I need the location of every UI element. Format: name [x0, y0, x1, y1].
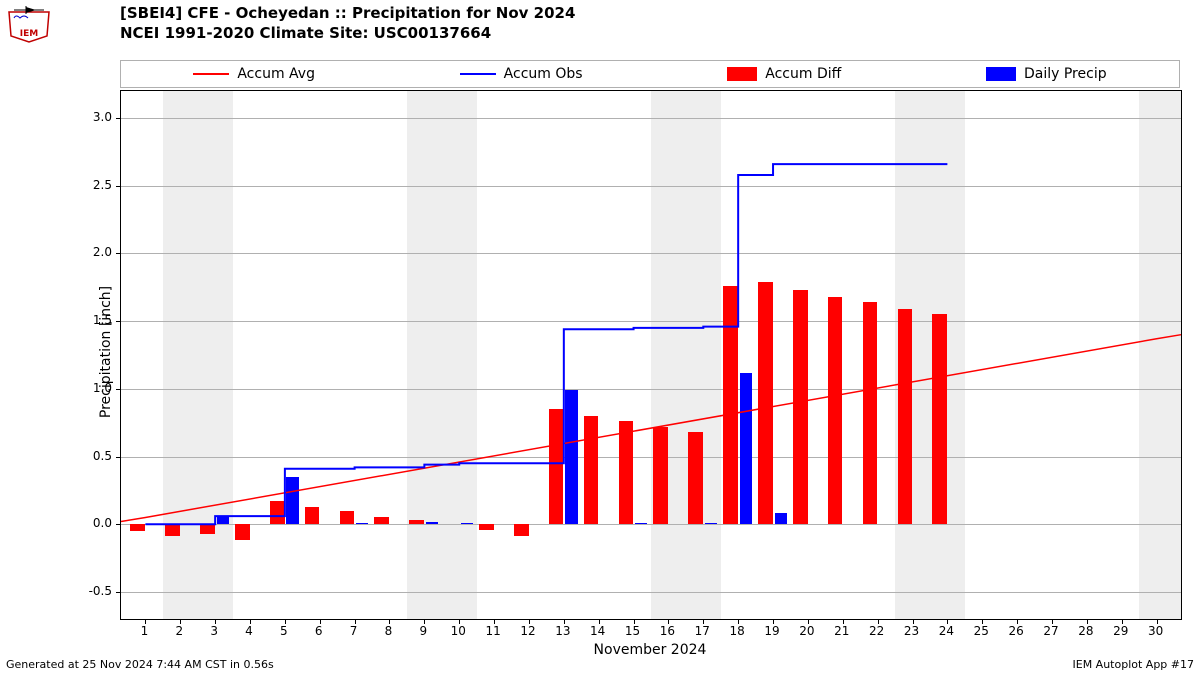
xtick-label: 2	[164, 624, 194, 638]
legend-label: Daily Precip	[1024, 66, 1107, 82]
xtick-label: 22	[862, 624, 892, 638]
ytick-label: 0.5	[72, 449, 112, 463]
xtick-label: 15	[618, 624, 648, 638]
xtick-label: 1	[129, 624, 159, 638]
x-axis-label: November 2024	[120, 642, 1180, 658]
xtick-label: 3	[199, 624, 229, 638]
legend-swatch	[460, 73, 496, 75]
legend-swatch	[986, 67, 1016, 81]
xtick-label: 26	[1001, 624, 1031, 638]
footer-app: IEM Autoplot App #17	[1073, 658, 1195, 671]
title-line-2: NCEI 1991-2020 Climate Site: USC00137664	[120, 24, 575, 44]
xtick-label: 16	[652, 624, 682, 638]
ytick-label: 2.5	[72, 178, 112, 192]
xtick-label: 9	[408, 624, 438, 638]
legend-label: Accum Diff	[765, 66, 841, 82]
ytick-label: 1.5	[72, 313, 112, 327]
xtick-label: 14	[583, 624, 613, 638]
legend-label: Accum Obs	[504, 66, 583, 82]
xtick-label: 12	[513, 624, 543, 638]
footer-generated: Generated at 25 Nov 2024 7:44 AM CST in …	[6, 658, 274, 671]
line-layer	[121, 91, 1181, 619]
plot-area	[120, 90, 1182, 620]
ytick-label: 2.0	[72, 245, 112, 259]
legend-item: Accum Avg	[193, 66, 315, 82]
ytick-label: 1.0	[72, 381, 112, 395]
xtick-label: 24	[931, 624, 961, 638]
xtick-label: 23	[897, 624, 927, 638]
svg-text:IEM: IEM	[20, 29, 38, 39]
xtick-label: 17	[687, 624, 717, 638]
legend-swatch	[727, 67, 757, 81]
xtick-label: 21	[827, 624, 857, 638]
xtick-label: 29	[1106, 624, 1136, 638]
xtick-label: 20	[792, 624, 822, 638]
iem-logo: IEM	[4, 4, 54, 44]
xtick-label: 6	[304, 624, 334, 638]
xtick-label: 10	[443, 624, 473, 638]
ytick-label: 3.0	[72, 110, 112, 124]
xtick-label: 28	[1071, 624, 1101, 638]
ytick-label: -0.5	[72, 584, 112, 598]
legend-item: Accum Diff	[727, 66, 841, 82]
legend-swatch	[193, 73, 229, 75]
chart-title: [SBEI4] CFE - Ocheyedan :: Precipitation…	[120, 4, 575, 43]
legend-item: Accum Obs	[460, 66, 583, 82]
xtick-label: 27	[1036, 624, 1066, 638]
xtick-label: 4	[234, 624, 264, 638]
xtick-label: 30	[1141, 624, 1171, 638]
legend: Accum Avg Accum Obs Accum Diff Daily Precip	[120, 60, 1180, 88]
xtick-label: 19	[757, 624, 787, 638]
series-line	[145, 164, 947, 524]
ytick-label: 0.0	[72, 516, 112, 530]
legend-label: Accum Avg	[237, 66, 315, 82]
xtick-label: 18	[722, 624, 752, 638]
xtick-label: 7	[339, 624, 369, 638]
xtick-label: 13	[548, 624, 578, 638]
series-line	[121, 335, 1181, 522]
xtick-label: 11	[478, 624, 508, 638]
xtick-label: 5	[269, 624, 299, 638]
xtick-label: 8	[373, 624, 403, 638]
xtick-label: 25	[966, 624, 996, 638]
legend-item: Daily Precip	[986, 66, 1107, 82]
y-axis-label: Precipitation [inch]	[98, 286, 114, 418]
title-line-1: [SBEI4] CFE - Ocheyedan :: Precipitation…	[120, 4, 575, 24]
